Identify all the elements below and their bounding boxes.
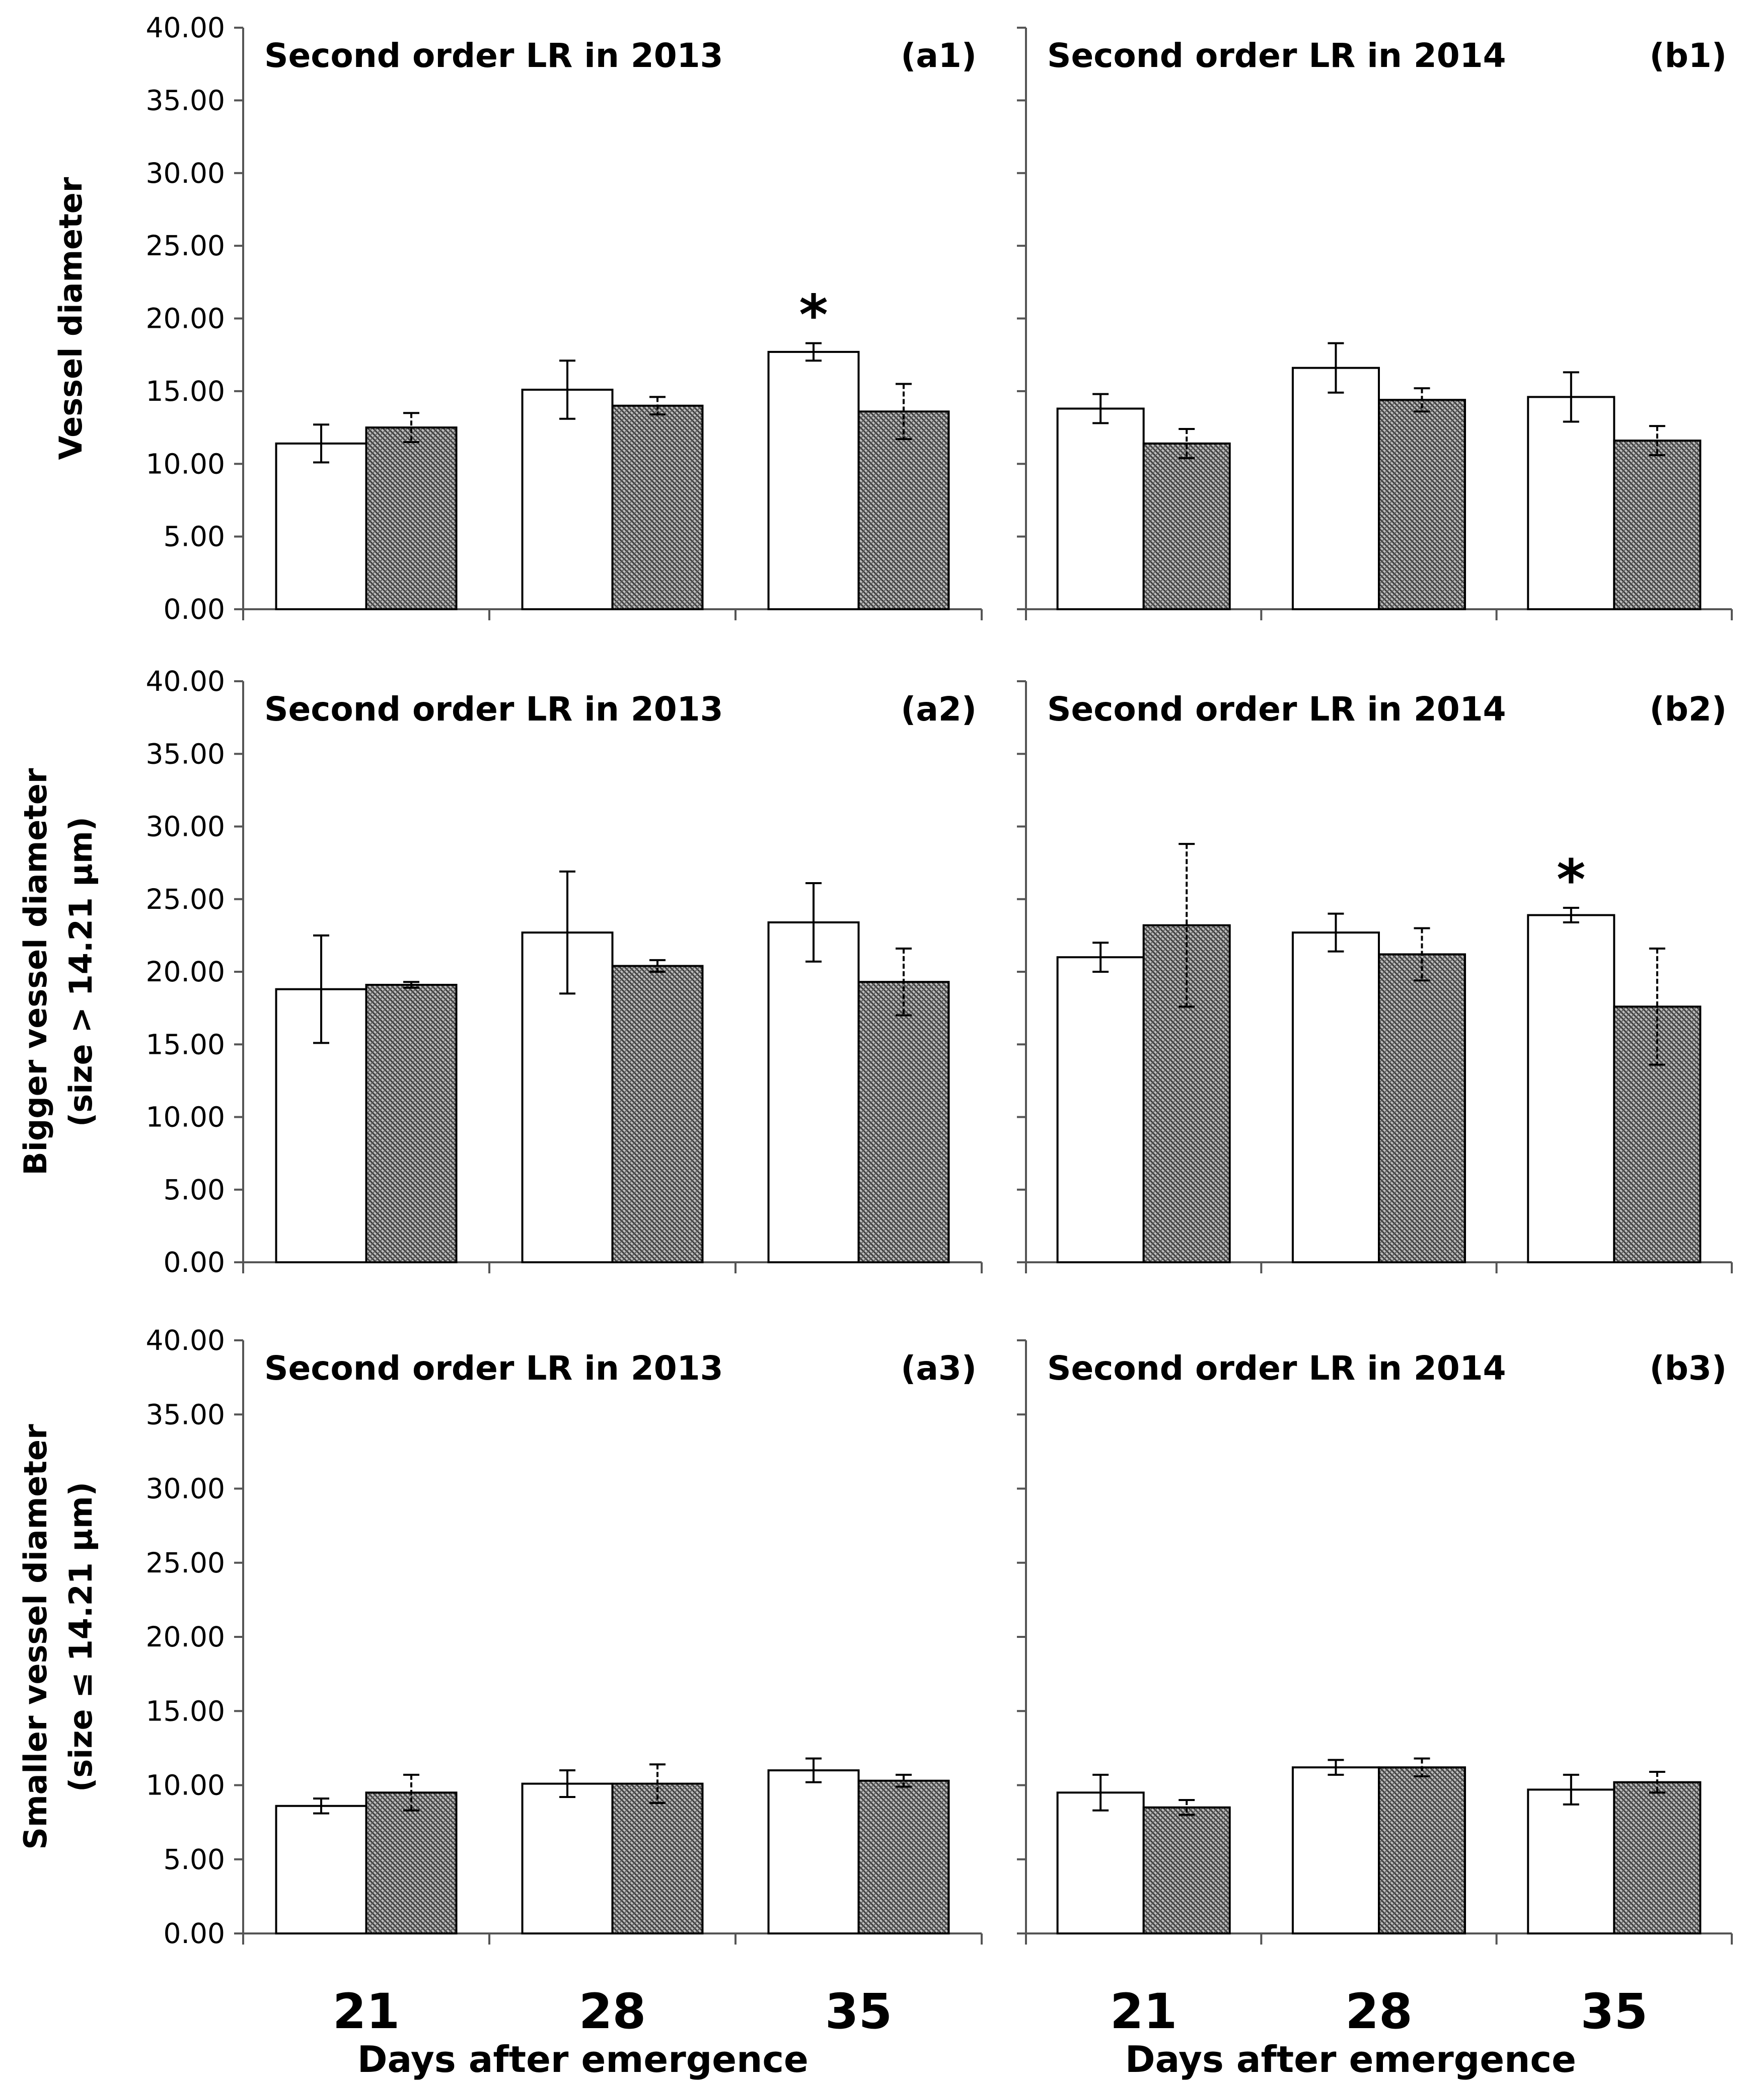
y-tick-label: 25.00 xyxy=(146,1547,225,1579)
bar-open-21 xyxy=(275,1805,368,1934)
y-tick-label: 40.00 xyxy=(146,665,225,697)
panel-label: (b2) xyxy=(1650,690,1727,729)
y-tick-label: 25.00 xyxy=(146,883,225,915)
y-tick-label: 25.00 xyxy=(146,230,225,262)
significance-marker: * xyxy=(799,283,828,347)
bar-hatched-28 xyxy=(1378,953,1466,1263)
panel-label: (a3) xyxy=(901,1349,977,1388)
bar-hatched-35 xyxy=(857,1779,950,1935)
panel-a3: 0.00 5.00 10.00 15.00 20.00 25.00 30.00 35.00 40… xyxy=(17,1324,983,2080)
y-tick-label: 35.00 xyxy=(146,84,225,116)
bar-hatched-28 xyxy=(611,404,704,610)
panel-b1: Second order LR in 2014 (b1) xyxy=(1017,27,1733,620)
y-tick-label: 20.00 xyxy=(146,956,225,988)
bar-open-35 xyxy=(1527,914,1615,1263)
panel-title: Second order LR in 2014 xyxy=(1047,690,1506,729)
x-category-label: 28 xyxy=(1345,1983,1413,2040)
x-axis-label: Days after emergence xyxy=(357,2038,808,2080)
y-tick-label: 10.00 xyxy=(146,1769,225,1802)
bar-hatched-35 xyxy=(1613,1781,1702,1935)
bar-open-21 xyxy=(1056,407,1145,611)
y-tick-label: 15.00 xyxy=(146,1695,225,1727)
bar-hatched-21 xyxy=(1142,442,1231,610)
bar-open-28 xyxy=(521,1782,614,1934)
panel-b2: * Second order LR in 2014 (b2) xyxy=(1017,680,1733,1273)
panel-title: Second order LR in 2013 xyxy=(264,1349,723,1388)
bar-hatched-21 xyxy=(1142,1806,1231,1935)
panel-label: (a2) xyxy=(901,690,977,729)
y-axis-label: Vessel diameter xyxy=(52,177,89,460)
bar-hatched-28 xyxy=(1378,1766,1466,1934)
bar-open-35 xyxy=(767,350,860,610)
y-tick-label: 5.00 xyxy=(164,1843,225,1876)
y-tick-label: 10.00 xyxy=(146,1101,225,1133)
panel-label: (b1) xyxy=(1650,36,1727,75)
panel-title: Second order LR in 2014 xyxy=(1047,1349,1506,1388)
y-tick-label: 35.00 xyxy=(146,1398,225,1430)
bar-open-35 xyxy=(1527,396,1615,610)
bar-open-21 xyxy=(1056,956,1145,1263)
y-axis-label: (size > 14.21 μm) xyxy=(62,817,99,1127)
x-category-label: 35 xyxy=(825,1983,893,2040)
bar-open-28 xyxy=(1291,931,1380,1263)
bar-open-28 xyxy=(1291,1766,1380,1934)
x-category-label: 35 xyxy=(1581,1983,1648,2040)
y-tick-label: 10.00 xyxy=(146,448,225,480)
bar-open-21 xyxy=(1056,1791,1145,1935)
bar-hatched-35 xyxy=(857,410,950,610)
bar-open-28 xyxy=(1291,367,1380,610)
y-tick-label: 20.00 xyxy=(146,1621,225,1653)
significance-marker: * xyxy=(1557,847,1586,912)
y-tick-label: 40.00 xyxy=(146,12,225,44)
y-tick-label: 35.00 xyxy=(146,738,225,770)
bar-hatched-28 xyxy=(611,1782,704,1934)
y-tick-label: 15.00 xyxy=(146,375,225,407)
bar-hatched-21 xyxy=(365,983,458,1263)
panel-a1: 0.00 5.00 10.00 15.00 20.00 25.00 30.00 35.00 40… xyxy=(52,12,983,625)
x-category-label: 28 xyxy=(579,1983,646,2040)
bar-hatched-28 xyxy=(611,965,704,1263)
bar-open-35 xyxy=(767,921,860,1264)
y-axis-label: Bigger vessel diameter xyxy=(17,768,54,1175)
bar-hatched-35 xyxy=(1613,1005,1702,1263)
y-tick-label: 15.00 xyxy=(146,1028,225,1060)
x-category-label: 21 xyxy=(1110,1983,1178,2040)
panel-title: Second order LR in 2014 xyxy=(1047,36,1506,75)
x-axis-label: Days after emergence xyxy=(1125,2038,1576,2080)
y-tick-label: 0.00 xyxy=(164,1246,225,1278)
bar-open-28 xyxy=(521,388,614,610)
panel-title: Second order LR in 2013 xyxy=(264,690,723,729)
bar-hatched-21 xyxy=(365,426,458,610)
bar-hatched-35 xyxy=(1613,440,1702,610)
x-category-label: 21 xyxy=(333,1983,400,2040)
panel-label: (b3) xyxy=(1650,1349,1727,1388)
y-tick-label: 30.00 xyxy=(146,811,225,843)
y-tick-label: 0.00 xyxy=(164,1917,225,1950)
bar-hatched-35 xyxy=(857,981,950,1263)
y-axis-label: Smaller vessel diameter xyxy=(17,1424,54,1850)
bar-open-35 xyxy=(767,1769,860,1935)
y-tick-label: 5.00 xyxy=(164,1174,225,1206)
panel-title: Second order LR in 2013 xyxy=(264,36,723,75)
bar-open-21 xyxy=(275,442,368,610)
panel-b3: 21 28 35 Second order LR in 2014 (b3) Days af… xyxy=(1017,1339,1733,2080)
y-tick-label: 0.00 xyxy=(164,593,225,625)
y-tick-label: 5.00 xyxy=(164,521,225,553)
panel-a2: 0.00 5.00 10.00 15.00 20.00 25.00 30.00 35.00 40… xyxy=(17,665,983,1278)
y-tick-label: 40.00 xyxy=(146,1324,225,1356)
bar-open-35 xyxy=(1527,1788,1615,1934)
y-tick-label: 30.00 xyxy=(146,157,225,189)
bar-hatched-28 xyxy=(1378,399,1466,610)
y-axis-label: (size ≤ 14.21 μm) xyxy=(62,1482,99,1792)
y-tick-label: 30.00 xyxy=(146,1473,225,1505)
y-tick-label: 20.00 xyxy=(146,303,225,335)
panel-label: (a1) xyxy=(901,36,977,75)
bar-hatched-21 xyxy=(365,1791,458,1935)
